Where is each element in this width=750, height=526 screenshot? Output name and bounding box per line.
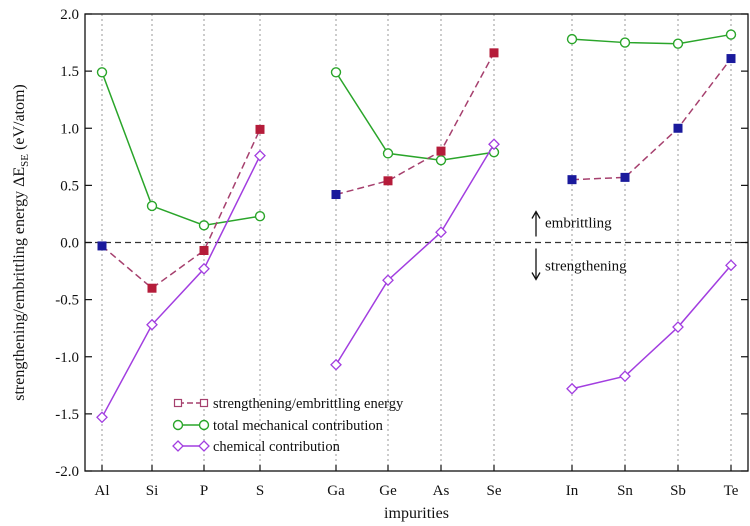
y-axis-title-unit: (eV/atom) <box>11 84 28 154</box>
data-point <box>567 175 577 185</box>
legend: strengthening/embrittling energy total m… <box>172 396 404 455</box>
y-axis-title-subscript: SE <box>19 154 31 167</box>
series-line <box>571 264 732 390</box>
x-tick-label: Ga <box>327 483 345 499</box>
data-point <box>672 38 684 49</box>
data-point <box>198 220 210 231</box>
direction-annotation: embrittling strengthening <box>531 210 627 281</box>
x-tick-label: Ge <box>379 483 397 499</box>
legend-marker <box>199 398 209 408</box>
data-point <box>146 318 158 331</box>
data-point <box>435 155 447 166</box>
legend-label: chemical contribution <box>213 439 341 455</box>
series-line <box>571 33 732 45</box>
data-point <box>96 411 108 424</box>
series-line <box>101 155 261 418</box>
data-point <box>198 262 210 275</box>
legend-label: strengthening/embrittling energy <box>213 396 404 412</box>
x-tick-label: P <box>200 483 208 499</box>
x-tick-label: Se <box>487 483 502 499</box>
data-point <box>619 37 631 48</box>
data-point <box>147 283 157 293</box>
series-line <box>335 71 495 161</box>
legend-marker <box>172 419 184 431</box>
x-axis-title: impurities <box>384 505 449 522</box>
x-axis: Al Si P S Ga Ge As Se In Sn Sb Te <box>95 465 739 499</box>
legend-item-strengthening-embrittling: strengthening/embrittling energy <box>173 396 404 412</box>
data-point <box>725 259 737 272</box>
x-tick-label: Si <box>146 483 159 499</box>
data-point <box>255 124 265 134</box>
strengthening-label: strengthening <box>545 259 627 275</box>
legend-label: total mechanical contribution <box>213 418 384 434</box>
y-tick-label: 2.0 <box>60 7 79 23</box>
up-arrow-icon <box>531 210 541 237</box>
data-point <box>489 48 499 58</box>
data-point <box>254 149 266 162</box>
data-point <box>383 176 393 186</box>
legend-item-chemical: chemical contribution <box>172 439 341 455</box>
data-point <box>435 226 447 239</box>
x-tick-label: Sb <box>670 483 686 499</box>
legend-marker <box>173 398 183 408</box>
legend-marker <box>198 419 210 431</box>
data-point <box>382 274 394 287</box>
x-tick-label: As <box>433 483 450 499</box>
legend-symbol-circle <box>172 419 210 431</box>
legend-marker <box>198 440 210 452</box>
embrittling-label: embrittling <box>545 216 612 232</box>
y-tick-label: -1.5 <box>55 407 79 423</box>
series-line <box>571 58 732 181</box>
data-point <box>672 321 684 333</box>
series-layer <box>96 29 737 424</box>
series-1 <box>96 29 737 231</box>
series-line <box>101 129 261 290</box>
x-tick-label: In <box>566 483 579 499</box>
data-point <box>725 29 737 40</box>
series-2 <box>96 138 737 424</box>
data-point <box>726 54 736 64</box>
y-tick-label: 0.5 <box>60 178 79 194</box>
y-tick-label: -2.0 <box>55 464 79 480</box>
y-tick-label: 1.0 <box>60 121 79 137</box>
x-tick-label: Sn <box>617 483 633 499</box>
legend-marker <box>172 440 184 452</box>
data-point <box>488 138 500 151</box>
data-point <box>331 190 341 200</box>
data-point <box>436 146 446 156</box>
data-point <box>566 382 578 395</box>
data-point <box>382 148 394 159</box>
data-point <box>619 370 631 383</box>
legend-item-total-mechanical: total mechanical contribution <box>172 418 384 434</box>
data-point <box>673 123 683 133</box>
x-tick-label: Al <box>95 483 110 499</box>
y-tick-label: 0.0 <box>60 236 79 252</box>
series-line <box>335 52 495 196</box>
data-point <box>97 241 107 251</box>
data-point <box>566 33 578 45</box>
y-tick-label: -1.0 <box>55 350 79 366</box>
legend-symbol-diamond <box>172 440 210 452</box>
data-point <box>199 245 209 255</box>
down-arrow-icon <box>531 248 541 281</box>
y-axis-title: strengthening/embrittling energy ΔESE (e… <box>11 84 31 401</box>
legend-symbol-square <box>173 398 209 408</box>
data-point <box>146 200 158 212</box>
data-point <box>330 67 342 78</box>
data-point <box>330 358 342 371</box>
x-tick-label: Te <box>724 483 739 499</box>
data-point <box>254 211 266 222</box>
data-point <box>96 67 108 78</box>
x-tick-label: S <box>256 483 264 499</box>
series-line <box>101 72 261 227</box>
data-point <box>620 172 630 182</box>
series-line <box>335 143 495 366</box>
y-axis-title-main: strengthening/embrittling energy ΔE <box>11 167 28 401</box>
y-tick-label: -0.5 <box>55 293 79 309</box>
y-tick-label: 1.5 <box>60 64 79 80</box>
grid-lines <box>101 14 732 471</box>
series-0 <box>97 48 736 293</box>
y-axis: -2.0 -1.5 -1.0 -0.5 0.0 0.5 1.0 1.5 2.0 <box>55 7 748 480</box>
